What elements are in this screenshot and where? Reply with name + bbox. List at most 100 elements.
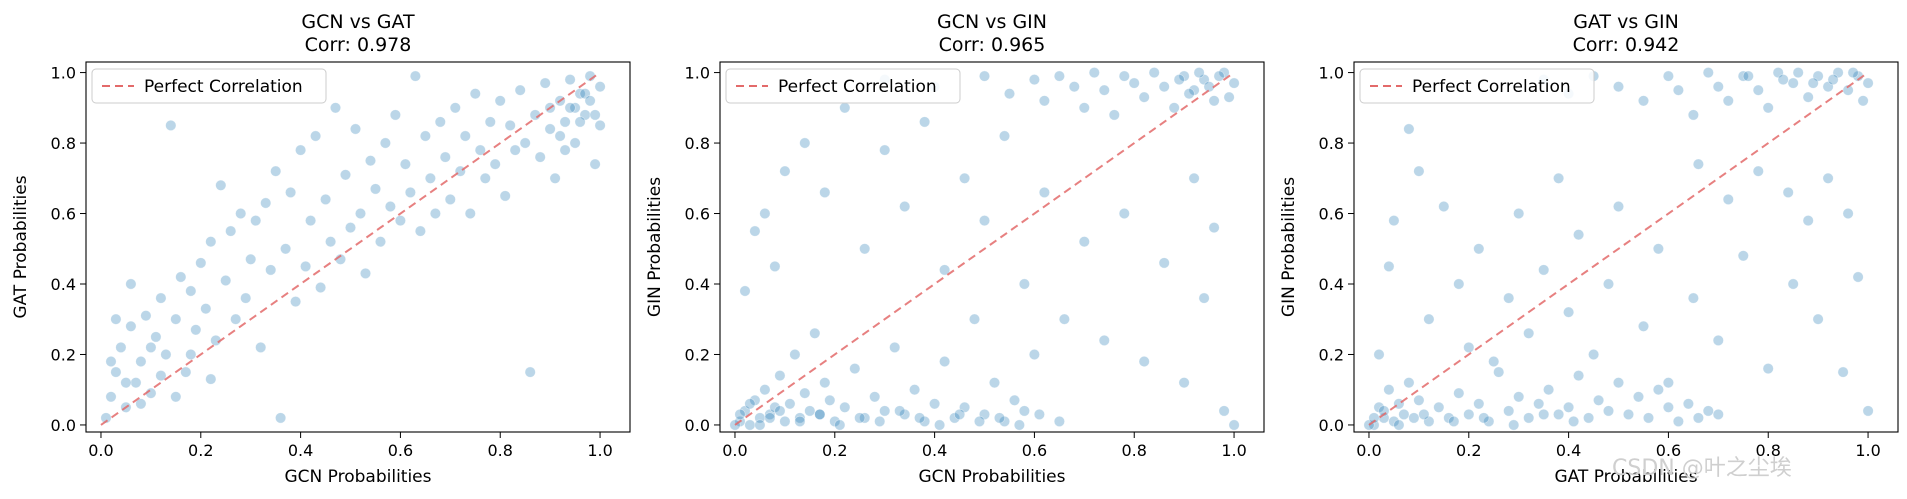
- data-point: [939, 264, 951, 276]
- x-tick-label: 0.0: [722, 441, 747, 460]
- plot-frame: [85, 61, 631, 433]
- data-point: [469, 88, 481, 100]
- data-point: [364, 155, 376, 167]
- y-tick-label: 0.2: [51, 345, 76, 364]
- data-point: [774, 370, 786, 382]
- data-point: [1752, 84, 1764, 96]
- data-point: [339, 169, 351, 181]
- data-point: [1078, 236, 1090, 248]
- data-point: [809, 327, 821, 339]
- data-point: [1223, 91, 1235, 103]
- y-tick-label: 0.8: [51, 134, 76, 153]
- data-point: [1712, 408, 1724, 420]
- data-point: [998, 130, 1010, 142]
- data-point: [564, 74, 576, 86]
- data-point: [1423, 313, 1435, 325]
- data-point: [954, 408, 966, 420]
- x-tick-label: 0.2: [188, 441, 213, 460]
- data-point: [1842, 84, 1854, 96]
- data-point: [749, 225, 761, 237]
- data-point: [275, 412, 287, 424]
- data-point: [1463, 341, 1475, 353]
- data-point: [110, 366, 122, 378]
- data-point: [1128, 77, 1140, 89]
- data-point: [1473, 398, 1485, 410]
- data-point: [230, 313, 242, 325]
- data-point: [1393, 419, 1405, 431]
- data-point: [559, 144, 571, 156]
- data-point: [1183, 88, 1195, 100]
- data-point: [369, 183, 381, 195]
- data-point: [135, 398, 147, 410]
- data-point: [479, 172, 491, 184]
- data-point: [404, 186, 416, 198]
- data-point: [1563, 306, 1575, 318]
- data-point: [1538, 264, 1550, 276]
- data-point: [839, 401, 851, 413]
- data-point: [589, 158, 601, 170]
- data-point: [1413, 165, 1425, 177]
- data-point: [594, 119, 606, 131]
- y-tick-label: 0.6: [685, 205, 710, 224]
- y-tick-label: 1.0: [51, 64, 76, 83]
- x-tick-label: 0.8: [488, 441, 513, 460]
- x-tick-label: 0.6: [388, 441, 413, 460]
- data-point: [1118, 208, 1130, 220]
- y-tick-label: 0.0: [51, 416, 76, 435]
- data-point: [1692, 158, 1704, 170]
- data-point: [344, 222, 356, 234]
- data-point: [1108, 109, 1120, 121]
- data-point: [155, 370, 167, 382]
- data-point: [819, 377, 831, 389]
- data-point: [285, 186, 297, 198]
- data-point: [1802, 215, 1814, 227]
- data-point: [1118, 70, 1130, 82]
- data-point: [205, 236, 217, 248]
- data-point: [569, 137, 581, 149]
- data-point: [105, 391, 117, 403]
- data-point: [105, 355, 117, 367]
- data-point: [544, 123, 556, 135]
- data-point: [794, 415, 806, 427]
- data-point: [1018, 405, 1030, 417]
- data-point: [1433, 401, 1445, 413]
- y-tick-label: 1.0: [685, 64, 710, 83]
- data-point: [110, 313, 122, 325]
- perfect-correlation-line: [100, 71, 601, 426]
- data-point: [494, 95, 506, 107]
- data-point: [1862, 405, 1874, 417]
- data-point: [235, 208, 247, 220]
- data-point: [195, 257, 207, 269]
- data-point: [1473, 243, 1485, 255]
- data-point: [1692, 412, 1704, 424]
- data-point: [155, 292, 167, 304]
- data-point: [295, 144, 307, 156]
- data-point: [539, 77, 551, 89]
- data-point: [779, 415, 791, 427]
- x-axis-label: GAT Probabilities: [1554, 467, 1697, 487]
- data-point: [265, 264, 277, 276]
- data-point: [215, 179, 227, 191]
- data-point: [200, 303, 212, 315]
- data-point: [744, 419, 756, 431]
- chart-title: GCN vs GAT: [301, 11, 415, 33]
- data-point: [1028, 74, 1040, 86]
- data-point: [429, 208, 441, 220]
- chart-subtitle: Corr: 0.978: [305, 34, 412, 56]
- data-point: [1638, 320, 1650, 332]
- data-point: [504, 119, 516, 131]
- data-point: [1752, 165, 1764, 177]
- x-axis-label: GCN Probabilities: [918, 467, 1065, 487]
- data-point: [1138, 355, 1150, 367]
- data-point: [394, 215, 406, 227]
- data-point: [419, 130, 431, 142]
- data-point: [474, 144, 486, 156]
- data-point: [1493, 366, 1505, 378]
- data-point: [524, 366, 536, 378]
- data-point: [929, 398, 941, 410]
- data-point: [784, 398, 796, 410]
- data-point: [190, 324, 202, 336]
- x-tick-label: 1.0: [587, 441, 612, 460]
- data-point: [869, 391, 881, 403]
- y-axis-label: GIN Probabilities: [645, 177, 665, 317]
